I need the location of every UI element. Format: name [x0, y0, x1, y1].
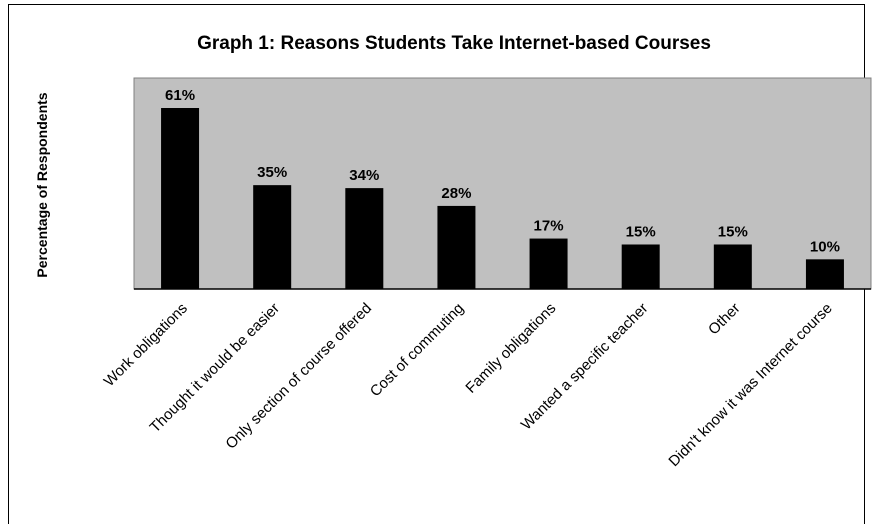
bar-1	[161, 108, 200, 289]
data-label-2: 35%	[257, 164, 287, 181]
x-tick-label-5: Family obligations	[462, 300, 559, 397]
data-labels-group: 61% 35% 34% 28% 17% 15% 15% 10%	[165, 87, 840, 255]
x-tick-label-1: Work obligations	[101, 300, 191, 390]
x-tick-label-7: Other	[705, 300, 744, 339]
data-label-8: 10%	[810, 238, 840, 255]
data-label-7: 15%	[718, 223, 748, 240]
data-label-1: 61%	[165, 87, 195, 104]
bar-4	[437, 205, 476, 289]
chart-title: Graph 1: Reasons Students Take Internet-…	[197, 33, 711, 54]
bar-2	[253, 185, 292, 289]
x-tick-label-8: Didn't know it was Internet course	[665, 300, 835, 470]
bar-3	[345, 188, 384, 289]
data-label-4: 28%	[441, 185, 471, 202]
bar-5	[529, 238, 568, 289]
bar-6	[621, 244, 660, 289]
x-tick-label-4: Cost of commuting	[367, 300, 467, 400]
plot-area	[133, 77, 872, 290]
bar-7	[713, 244, 752, 289]
x-tick-label-3: Only section of course offered	[222, 300, 375, 453]
y-axis-label: Percentage of Respondents	[34, 92, 50, 277]
data-label-6: 15%	[626, 223, 656, 240]
bars-group	[161, 108, 844, 289]
bar-8	[805, 259, 844, 289]
data-label-3: 34%	[349, 167, 379, 184]
data-label-5: 17%	[534, 218, 564, 235]
